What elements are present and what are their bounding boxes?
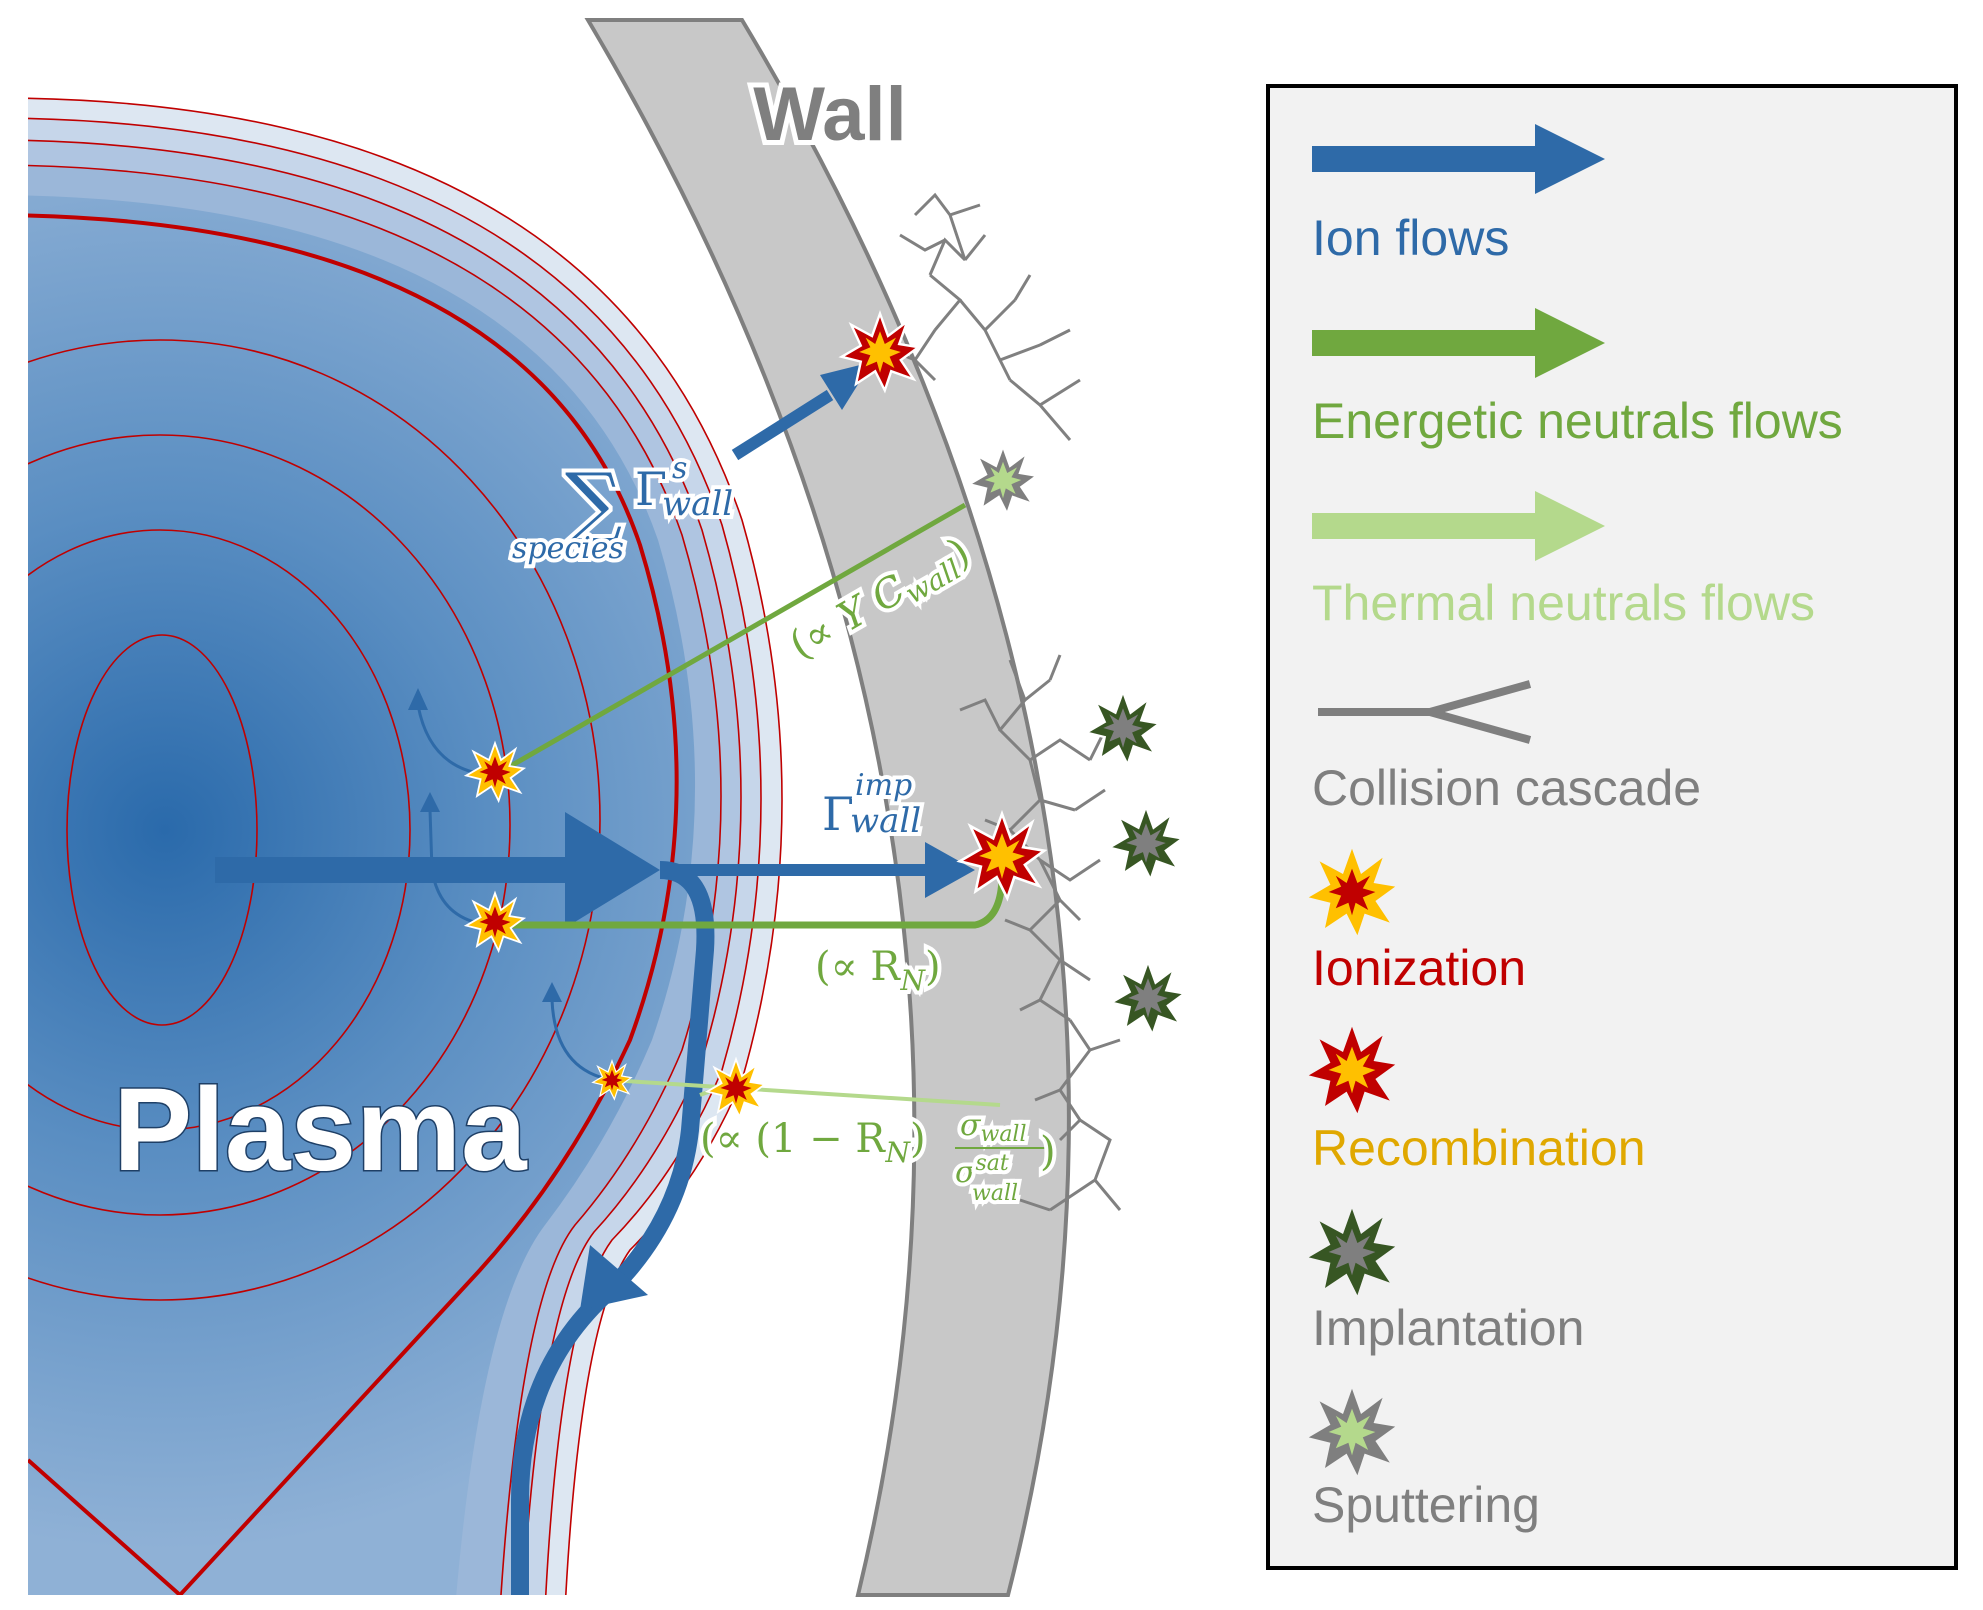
legend-item: Thermal neutrals flows	[1312, 491, 1815, 631]
legend-item-label: Ion flows	[1312, 210, 1509, 266]
sputtering-star-icon	[1308, 1388, 1396, 1476]
svg-text:wall: wall	[850, 801, 921, 841]
thermal-neutral-flow	[609, 1078, 1001, 1107]
ionization-events	[463, 740, 768, 1120]
green-arrow-icon	[1312, 308, 1605, 378]
legend-item-label: Collision cascade	[1312, 760, 1701, 816]
svg-text:imp: imp	[855, 768, 912, 803]
flux-surface-2	[28, 529, 411, 1131]
blue-arrow-icon	[1312, 124, 1605, 194]
legend-item-label: Thermal neutrals flows	[1312, 575, 1815, 631]
separatrix	[28, 213, 679, 1595]
svg-text:wall: wall	[972, 1181, 1018, 1206]
collision-cascade-icon	[1318, 680, 1532, 744]
legend-item-label: Sputtering	[1312, 1477, 1540, 1533]
svg-text:wall: wall	[662, 484, 733, 524]
legend-item: Collision cascade	[1312, 680, 1701, 816]
legend-item: Implantation	[1308, 1208, 1584, 1356]
legend-item: Ionization	[1308, 848, 1526, 996]
plasma-core	[28, 195, 696, 1595]
svg-text:): )	[1040, 1129, 1056, 1175]
svg-text:Γ: Γ	[635, 462, 667, 516]
svg-text:σsat: σsat	[955, 1151, 1009, 1190]
legend-item: Energetic neutrals flows	[1312, 308, 1843, 449]
legend: Ion flows Energetic neutrals flows Thermal…	[1266, 84, 1958, 1570]
flux-surface-4	[28, 339, 601, 1301]
svg-text:Γ: Γ	[822, 787, 854, 841]
recombination-events	[838, 310, 1048, 902]
rn-annotation: (∝ RN)	[811, 940, 945, 1001]
flux-surface-3	[28, 434, 511, 1216]
svg-text:(∝ RN): (∝ RN)	[815, 944, 941, 997]
collision-cascades	[869, 192, 1122, 1212]
flux-surface-1	[66, 634, 258, 1026]
light-green-arrow-icon	[1312, 491, 1605, 561]
implantation-stars	[1083, 688, 1188, 1038]
sum-gamma-annotation: ∑ Γ s wall species	[508, 447, 737, 570]
svg-text:∑: ∑	[565, 456, 622, 549]
svg-text:(∝ (1 − RN): (∝ (1 − RN)	[700, 1116, 926, 1169]
legend-item-label: Energetic neutrals flows	[1312, 393, 1843, 449]
thermal-fraction-annotation: (∝ (1 − RN) σwall σsat wall )	[696, 1104, 1060, 1210]
plasma-label: Plasma	[113, 1064, 528, 1196]
legend-item-label: Recombination	[1312, 1120, 1646, 1176]
legend-item: Ion flows	[1312, 124, 1605, 266]
legend-item-label: Ionization	[1312, 940, 1526, 996]
legend-item: Recombination	[1308, 1026, 1646, 1176]
implantation-star-icon	[1308, 1208, 1396, 1296]
ionization-star-icon	[1308, 848, 1396, 936]
wall-label: Wall	[753, 72, 906, 157]
recombination-star-icon	[1308, 1026, 1396, 1114]
legend-item: Sputtering	[1308, 1388, 1540, 1533]
wall	[584, 18, 1071, 1597]
svg-text:species: species	[512, 531, 624, 566]
svg-text:s: s	[672, 451, 687, 486]
legend-item-label: Implantation	[1312, 1300, 1584, 1356]
gamma-imp-annotation: Γ imp wall	[818, 764, 925, 845]
